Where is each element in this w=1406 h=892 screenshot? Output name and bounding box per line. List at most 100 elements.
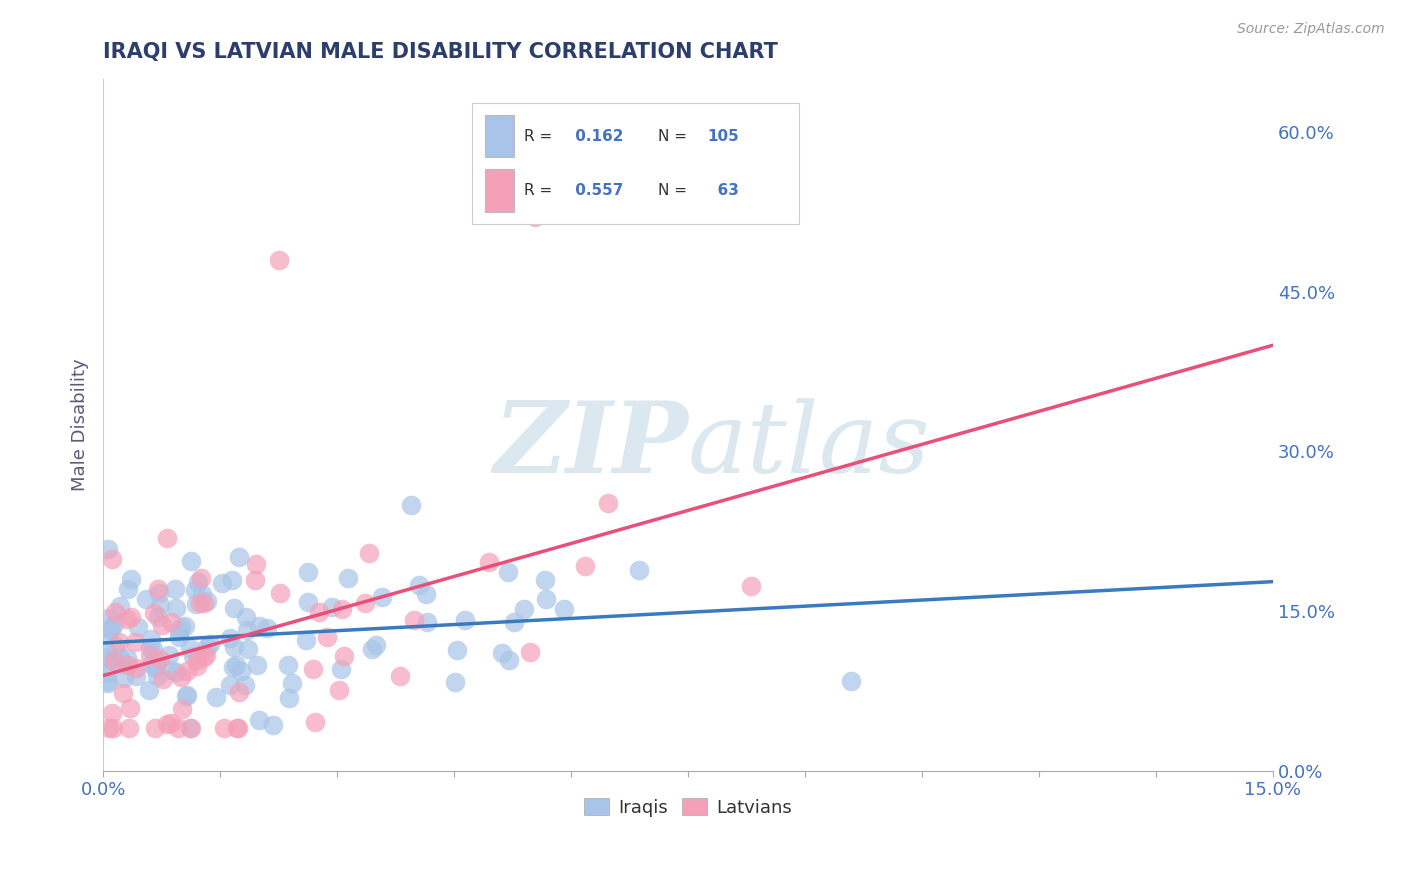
Point	[165, 665, 187, 680]
Point	[503, 615, 526, 629]
Point	[534, 591, 557, 606]
Point	[120, 572, 142, 586]
Point	[167, 721, 190, 735]
Point	[138, 683, 160, 698]
Point	[146, 582, 169, 596]
Point	[96, 645, 118, 659]
Point	[454, 614, 477, 628]
Point	[188, 596, 211, 610]
Point	[108, 599, 131, 613]
Point	[219, 631, 242, 645]
Point	[180, 553, 202, 567]
Point	[574, 558, 596, 573]
Point	[211, 575, 233, 590]
Point	[101, 706, 124, 721]
Point	[149, 652, 172, 666]
Point	[256, 621, 278, 635]
Point	[496, 566, 519, 580]
Point	[104, 605, 127, 619]
Point	[97, 676, 120, 690]
Point	[222, 601, 245, 615]
Point	[596, 496, 619, 510]
Point	[187, 575, 209, 590]
Point	[141, 657, 163, 672]
Point	[103, 721, 125, 735]
Point	[165, 600, 187, 615]
Point	[332, 649, 354, 664]
Point	[513, 602, 536, 616]
Point	[408, 578, 430, 592]
Point	[247, 619, 270, 633]
Point	[354, 596, 377, 610]
Text: IRAQI VS LATVIAN MALE DISABILITY CORRELATION CHART: IRAQI VS LATVIAN MALE DISABILITY CORRELA…	[103, 42, 778, 62]
Point	[302, 662, 325, 676]
Point	[321, 600, 343, 615]
Point	[399, 498, 422, 512]
Point	[125, 661, 148, 675]
Point	[359, 546, 381, 560]
Point	[103, 654, 125, 668]
Point	[304, 715, 326, 730]
Point	[195, 640, 218, 654]
Point	[148, 586, 170, 600]
Point	[97, 611, 120, 625]
Point	[142, 642, 165, 657]
Point	[236, 624, 259, 638]
Point	[478, 556, 501, 570]
Point	[110, 651, 132, 665]
Point	[446, 643, 468, 657]
Point	[145, 658, 167, 673]
Point	[174, 619, 197, 633]
Point	[233, 678, 256, 692]
Point	[186, 597, 208, 611]
Point	[160, 615, 183, 629]
Point	[245, 573, 267, 587]
Point	[98, 721, 121, 735]
Point	[104, 639, 127, 653]
Point	[96, 673, 118, 688]
Point	[96, 654, 118, 668]
Point	[112, 671, 135, 685]
Point	[118, 721, 141, 735]
Point	[103, 617, 125, 632]
Point	[115, 651, 138, 665]
Point	[163, 582, 186, 597]
Point	[157, 648, 180, 663]
Point	[143, 721, 166, 735]
Point	[308, 606, 330, 620]
Point	[297, 595, 319, 609]
Point	[139, 648, 162, 662]
Point	[330, 601, 353, 615]
Point	[361, 641, 384, 656]
Point	[214, 721, 236, 735]
Point	[170, 702, 193, 716]
Point	[143, 660, 166, 674]
Point	[416, 615, 439, 629]
Point	[97, 541, 120, 556]
Point	[176, 664, 198, 678]
Point	[146, 669, 169, 683]
Point	[316, 630, 339, 644]
Point	[402, 613, 425, 627]
Point	[491, 646, 513, 660]
Point	[444, 675, 467, 690]
Point	[229, 665, 252, 679]
Point	[98, 621, 121, 635]
Point	[498, 653, 520, 667]
Point	[96, 628, 118, 642]
Point	[156, 716, 179, 731]
Point	[101, 552, 124, 566]
Point	[262, 718, 284, 732]
Point	[186, 659, 208, 673]
Point	[219, 677, 242, 691]
Point	[336, 571, 359, 585]
Point	[200, 637, 222, 651]
Point	[246, 657, 269, 672]
Point	[100, 623, 122, 637]
Text: ZIP: ZIP	[494, 397, 688, 493]
Point	[225, 657, 247, 672]
Point	[146, 610, 169, 624]
Point	[297, 565, 319, 579]
Point	[533, 573, 555, 587]
Point	[115, 612, 138, 626]
